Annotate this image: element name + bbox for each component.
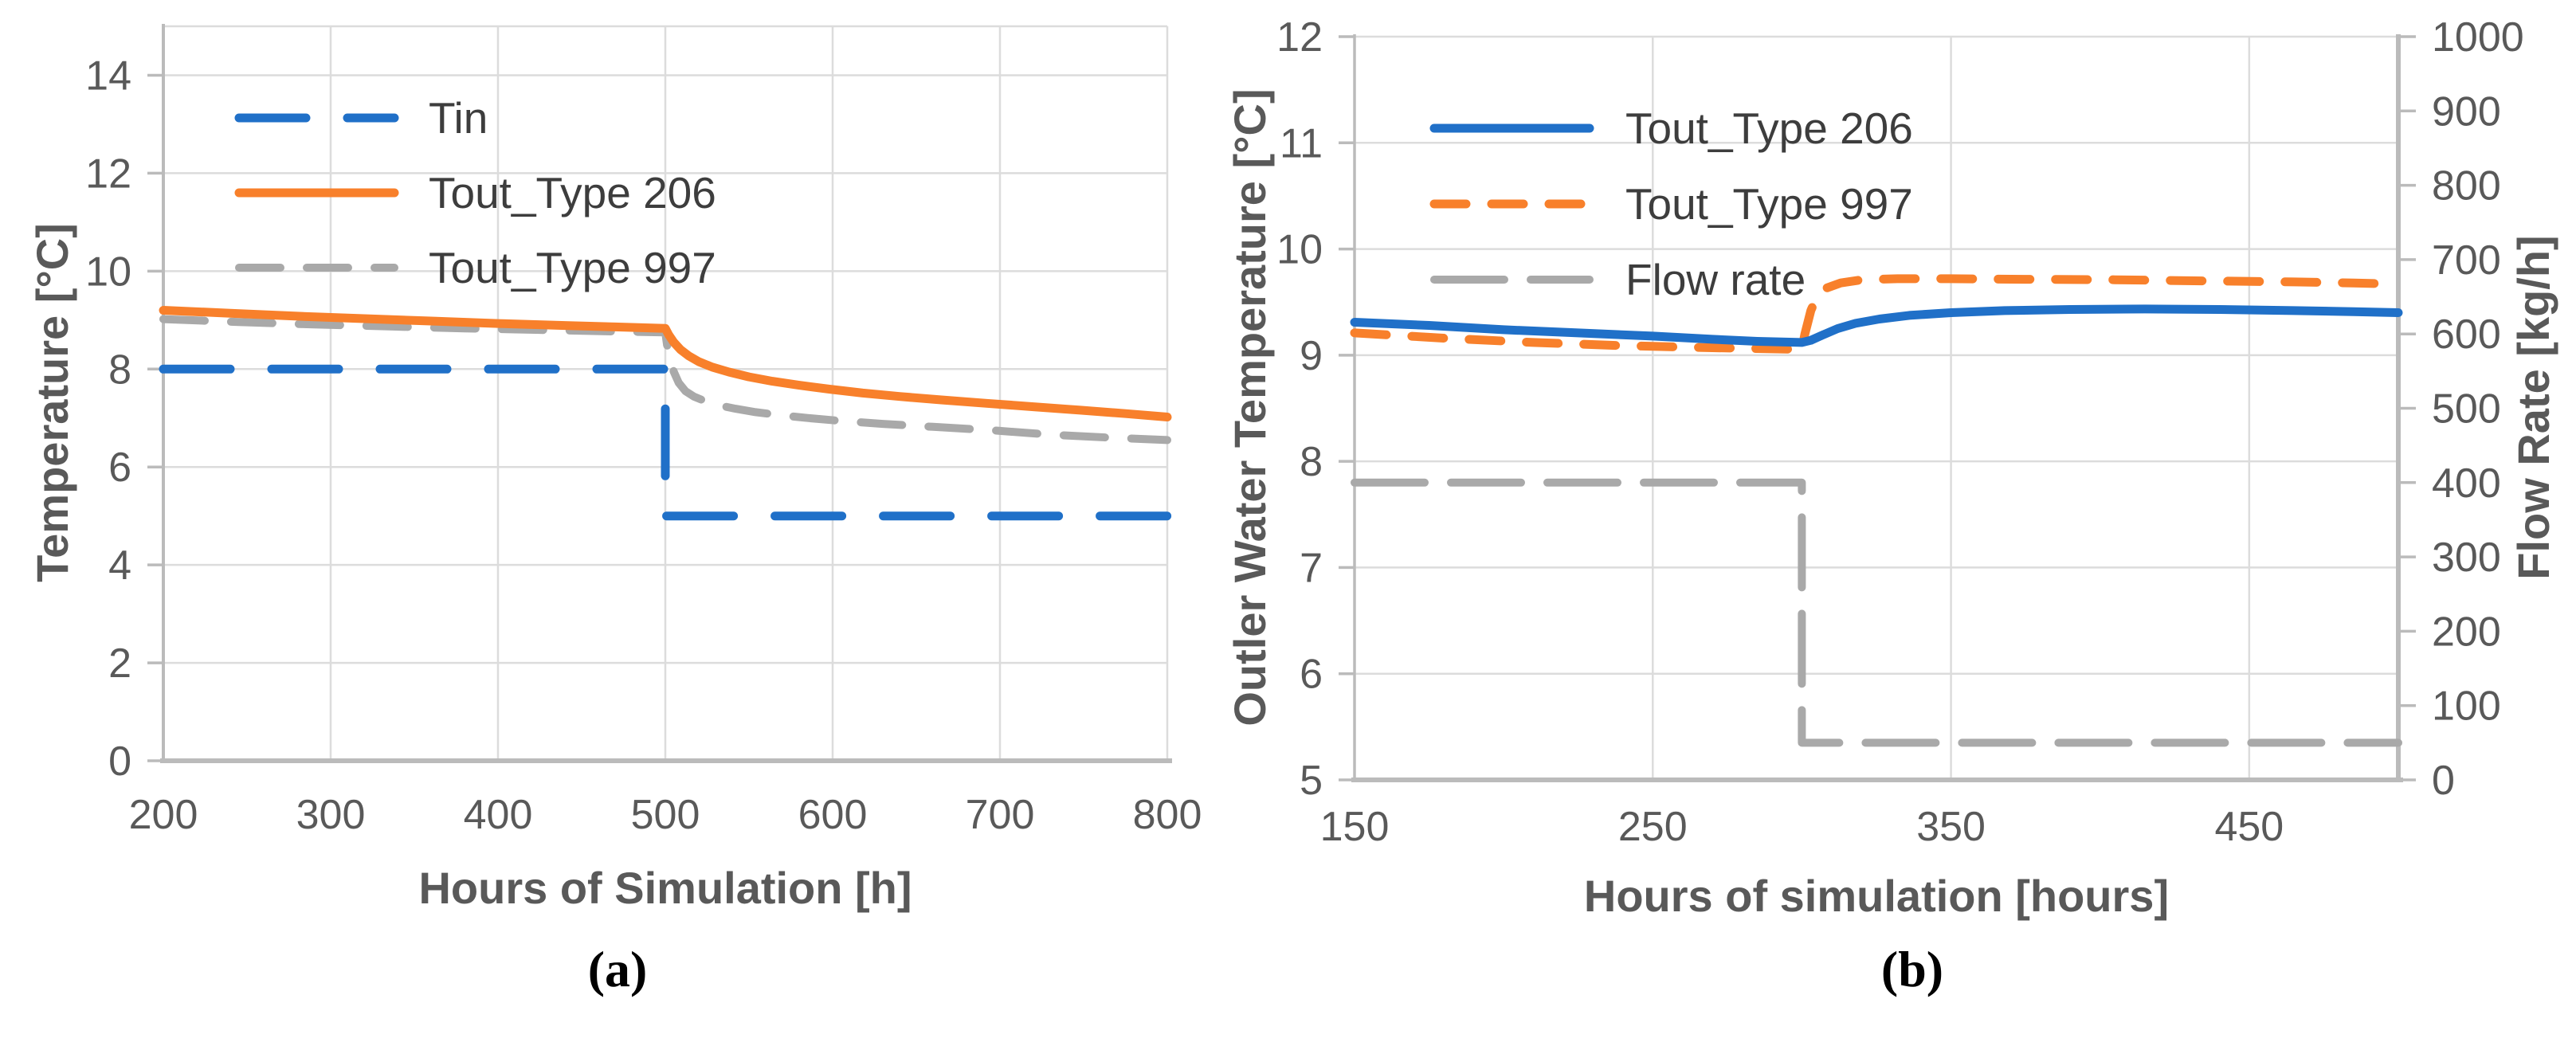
legend-label-tout-type-206: Tout_Type 206 [1625,104,1913,153]
x-tick-label-700: 700 [966,792,1035,838]
series-line-tout-type-997 [1350,274,2403,354]
chart-a-y-axis-title: Temperature [°C] [27,223,77,582]
x-tick-label-800: 800 [1133,792,1202,838]
y-tick-label-10: 10 [1276,227,1323,273]
legend-label-tout-type-997: Tout_Type 997 [429,243,716,292]
x-tick-label-600: 600 [798,792,868,838]
legend-label-tout-type-997: Tout_Type 997 [1625,179,1913,229]
series-line-tout-type-997 [159,315,1171,445]
y-tick-label-8: 8 [108,347,131,393]
legend-label-flow-rate: Flow rate [1625,255,1806,304]
y2-tick-label-900: 900 [2432,88,2501,135]
y-tick-label-12: 12 [85,151,131,197]
y2-tick-label-500: 500 [2432,386,2501,433]
y2-tick-label-700: 700 [2432,237,2501,284]
y2-tick-label-0: 0 [2432,758,2455,804]
caption-a: (a) [587,941,648,997]
y-tick-label-9: 9 [1300,333,1323,379]
y-tick-label-12: 12 [1276,14,1323,61]
y2-tick-label-1000: 1000 [2432,14,2524,61]
y-tick-label-11: 11 [1280,120,1323,166]
y2-tick-label-300: 300 [2432,535,2501,581]
x-tick-label-200: 200 [129,792,198,838]
y2-tick-label-100: 100 [2432,684,2501,730]
y-tick-label-7: 7 [1300,545,1323,591]
series-line-tin [159,364,1172,521]
y-tick-label-4: 4 [108,543,131,589]
x-tick-label-250: 250 [1618,804,1688,850]
x-tick-label-350: 350 [1916,804,1986,850]
chart-b-right-y-axis-title: Flow Rate [kg/h] [2508,235,2558,580]
y2-tick-label-800: 800 [2432,163,2501,210]
series-line-tout-type-206 [159,306,1172,421]
y-tick-label-5: 5 [1300,758,1323,804]
y-tick-label-10: 10 [85,249,131,295]
x-tick-label-500: 500 [631,792,700,838]
y-tick-label-8: 8 [1300,439,1323,485]
x-tick-label-300: 300 [296,792,366,838]
y-tick-label-0: 0 [108,738,131,785]
legend-label-tin: Tin [429,93,488,143]
x-tick-label-150: 150 [1320,804,1390,850]
y-tick-label-2: 2 [108,640,131,687]
y2-tick-label-200: 200 [2432,609,2501,655]
legend-label-tout-type-206: Tout_Type 206 [429,168,716,217]
x-tick-label-450: 450 [2214,804,2284,850]
series-line-flow-rate [1351,478,2402,747]
caption-b: (b) [1880,941,1944,997]
x-tick-label-400: 400 [464,792,533,838]
y-tick-label-6: 6 [1300,652,1323,698]
y-tick-label-6: 6 [108,445,131,491]
chart-b-left-y-axis-title: Outler Water Temperature [°C] [1225,88,1275,727]
y-tick-label-14: 14 [85,53,131,99]
chart-b-x-axis-title: Hours of simulation [hours] [1583,871,2170,921]
chart-a-x-axis-title: Hours of Simulation [h] [418,863,912,913]
y2-tick-label-600: 600 [2432,311,2501,358]
y2-tick-label-400: 400 [2432,460,2501,507]
series-line-tout-type-206 [1350,304,2403,347]
